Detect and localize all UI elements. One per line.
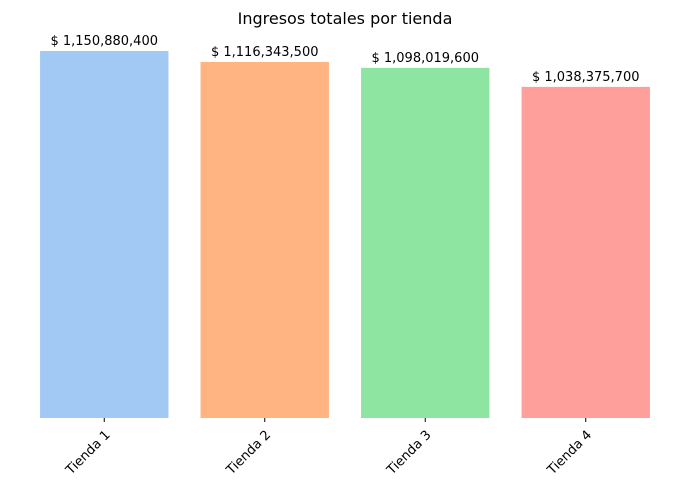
bar-3: [361, 67, 490, 419]
bar-1: [40, 51, 169, 418]
x-tick-label-2: Tienda 2: [223, 428, 274, 479]
x-tick-label-3: Tienda 3: [384, 428, 435, 479]
data-label-1: $ 1,150,880,400: [50, 34, 158, 49]
chart-title: Ingresos totales por tienda: [238, 9, 453, 28]
data-label-4: $ 1,038,375,700: [532, 70, 640, 85]
bar-2: [200, 62, 329, 418]
x-axis-ticks: Tienda 1 Tienda 2 Tienda 3 Tienda 4: [63, 418, 595, 479]
x-tick-label-1: Tienda 1: [63, 428, 114, 479]
bars-group: [40, 51, 650, 419]
data-label-2: $ 1,116,343,500: [211, 45, 319, 60]
data-labels-group: $ 1,150,880,400 $ 1,116,343,500 $ 1,098,01…: [50, 34, 639, 85]
data-label-3: $ 1,098,019,600: [371, 51, 479, 66]
bar-4: [521, 86, 650, 418]
x-tick-label-4: Tienda 4: [544, 428, 595, 479]
